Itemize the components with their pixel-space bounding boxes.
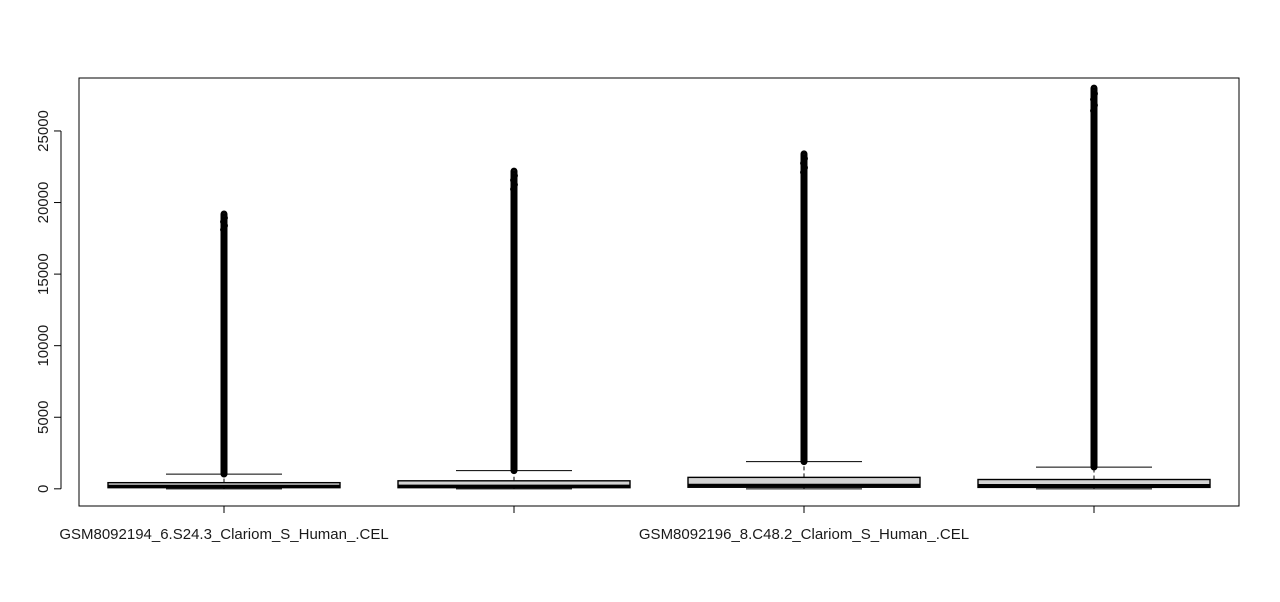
y-axis: 0 5000 10000 15000 20000 25000 [35,110,62,493]
outlier-point [221,214,228,222]
box-body [397,480,631,489]
outlier-point [800,168,807,176]
outlier-point [220,226,227,234]
x-tick-label: GSM8092196_8.C48.2_Clariom_S_Human_.CEL [639,526,969,543]
outlier-point [510,167,518,175]
x-axis: GSM8092194_6.S24.3_Clariom_S_Human_.CEL G… [59,505,1095,543]
outlier-point [801,164,808,172]
outlier-point [220,210,228,218]
outlier-point [1090,107,1097,115]
box-series [397,167,631,490]
outlier-point [511,181,518,188]
box-series [977,84,1211,490]
y-tick-label: 0 [35,485,52,493]
y-tick-label: 20000 [35,182,52,224]
outlier-point [800,159,807,167]
outlier-point [220,218,227,226]
outlier-group [1090,84,1098,471]
outlier-point [801,155,808,162]
x-tick-label: GSM8092194_6.S24.3_Clariom_S_Human_.CEL [59,526,388,543]
plot-frame [78,77,1240,507]
box-series [107,210,341,490]
y-tick-label: 10000 [35,325,52,367]
box-body [687,476,921,488]
outlier-point [510,185,517,193]
outlier-point [800,150,808,158]
outlier-group [220,210,228,478]
outlier-point [221,222,228,230]
box-series [687,150,921,490]
y-tick-label: 15000 [35,253,52,295]
outlier-group [800,150,808,466]
y-tick-label: 25000 [35,110,52,152]
box-group [107,84,1211,490]
outlier-point [510,176,517,184]
box-body [977,478,1211,489]
outlier-point [511,172,518,179]
y-tick-label: 5000 [35,401,52,434]
outlier-group [510,167,518,475]
